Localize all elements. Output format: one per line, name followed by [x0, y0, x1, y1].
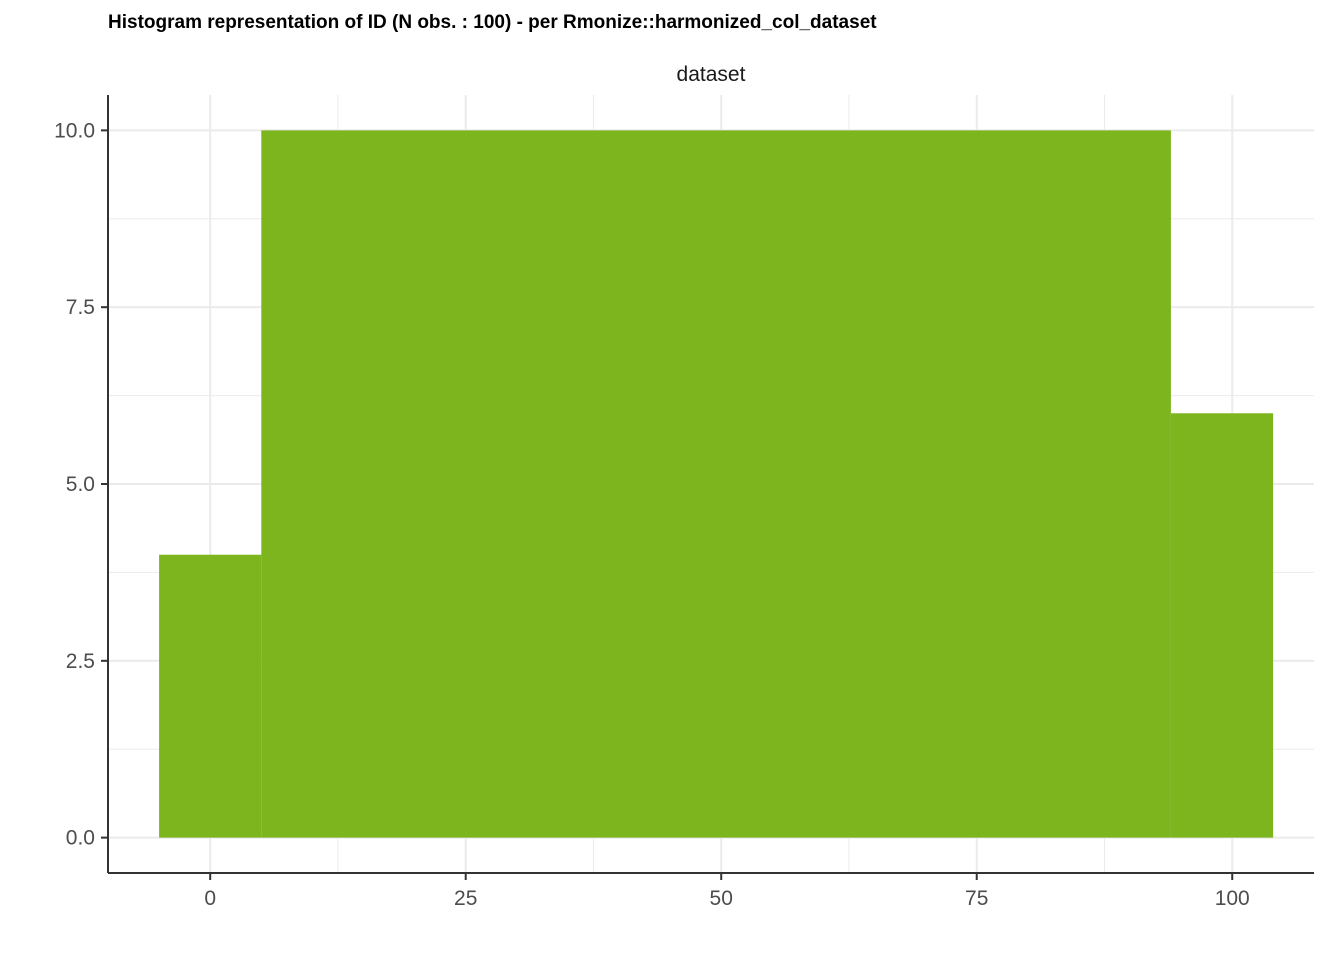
x-tick-label: 100 [1215, 887, 1250, 910]
facet-label: dataset [677, 63, 746, 86]
histogram-bar [261, 130, 1171, 838]
histogram-bar [1170, 413, 1274, 838]
y-axis-ticks: 0.0 2.5 5.0 7.5 10.0 [54, 119, 108, 850]
y-tick-label: 2.5 [66, 650, 95, 673]
y-tick-label: 10.0 [54, 119, 95, 142]
y-tick-label: 5.0 [66, 473, 95, 496]
y-tick-label: 7.5 [66, 296, 95, 319]
x-axis-ticks: 0 25 50 75 100 [204, 873, 1250, 910]
histogram-bar [159, 554, 262, 838]
x-tick-label: 0 [204, 887, 216, 910]
y-tick-label: 0.0 [66, 827, 95, 850]
chart-title: Histogram representation of ID (N obs. :… [108, 12, 877, 33]
x-tick-label: 25 [454, 887, 477, 910]
bars-layer [159, 130, 1274, 838]
x-tick-label: 75 [965, 887, 988, 910]
x-tick-label: 50 [710, 887, 733, 910]
